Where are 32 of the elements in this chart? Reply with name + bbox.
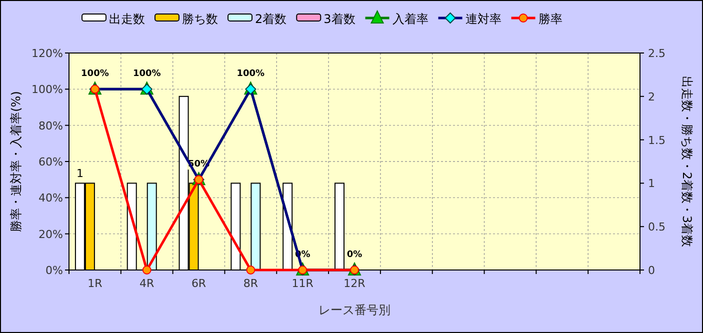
- legend-label: 連対率: [465, 12, 502, 26]
- y2-axis-title: 出走数・勝ち数・2着数・3着数: [680, 76, 694, 248]
- legend-label: 勝率: [538, 12, 562, 26]
- x-tick-label: 11R: [292, 277, 314, 290]
- y-tick-label: 40%: [38, 192, 63, 205]
- y-tick-label: 60%: [38, 156, 63, 168]
- y2-tick-label: 2.5: [648, 47, 666, 60]
- y-axis-title: 勝率・連対率・入着率(%): [9, 91, 23, 232]
- y-tick-label: 100%: [32, 83, 63, 96]
- legend-label: 勝ち数: [182, 12, 218, 26]
- legend-label: 2着数: [255, 12, 287, 26]
- x-tick-label: 4R: [140, 277, 155, 290]
- x-tick-label: 8R: [243, 277, 258, 290]
- point: [142, 266, 152, 274]
- y-tick-label: 80%: [38, 119, 63, 132]
- y2-tick-label: 2: [648, 90, 655, 104]
- legend-label: 出走数: [109, 12, 145, 26]
- point: [246, 266, 256, 274]
- x-axis-title: レース番号別: [318, 303, 390, 317]
- x-tick-label: 1R: [88, 277, 103, 290]
- y-tick-label: 120%: [32, 47, 63, 60]
- data-label: 1: [76, 167, 84, 180]
- y2-tick-label: 1: [648, 177, 655, 190]
- x-tick-label: 6R: [191, 277, 206, 290]
- y2-tick-label: 0.5: [648, 220, 666, 234]
- legend-label: 3着数: [324, 12, 356, 26]
- legend-label: 入着率: [392, 12, 428, 26]
- y2-tick-label: 1.5: [648, 134, 666, 147]
- y-tick-label: 20%: [38, 228, 63, 241]
- y2-tick-label: 0: [648, 264, 655, 277]
- x-tick-label: 12R: [344, 277, 366, 290]
- y-tick-label: 0%: [46, 264, 63, 277]
